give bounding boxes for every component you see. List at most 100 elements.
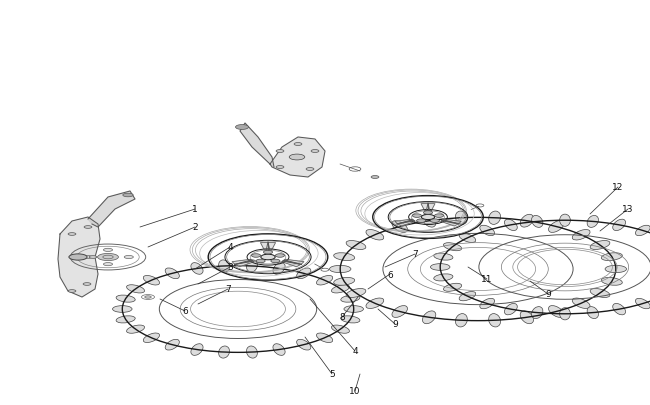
Polygon shape bbox=[270, 138, 325, 177]
Polygon shape bbox=[88, 192, 135, 228]
Text: 7: 7 bbox=[225, 285, 231, 294]
Ellipse shape bbox=[276, 166, 284, 169]
Ellipse shape bbox=[344, 306, 363, 313]
Ellipse shape bbox=[443, 243, 461, 251]
Text: 9: 9 bbox=[545, 290, 551, 299]
Text: 6: 6 bbox=[182, 307, 188, 316]
Ellipse shape bbox=[392, 306, 408, 318]
Ellipse shape bbox=[218, 260, 229, 272]
Ellipse shape bbox=[480, 298, 495, 309]
Text: 1: 1 bbox=[192, 205, 198, 214]
Polygon shape bbox=[395, 220, 415, 226]
Ellipse shape bbox=[434, 254, 453, 260]
Polygon shape bbox=[441, 220, 461, 226]
Ellipse shape bbox=[263, 251, 272, 254]
Ellipse shape bbox=[261, 255, 275, 260]
Text: 4: 4 bbox=[227, 243, 233, 252]
Ellipse shape bbox=[235, 125, 248, 130]
Ellipse shape bbox=[103, 263, 112, 266]
Ellipse shape bbox=[346, 289, 366, 298]
Ellipse shape bbox=[532, 307, 543, 319]
Text: 12: 12 bbox=[612, 183, 624, 192]
Polygon shape bbox=[282, 260, 304, 267]
Ellipse shape bbox=[459, 292, 476, 301]
Ellipse shape bbox=[332, 285, 350, 293]
Text: 4: 4 bbox=[352, 347, 358, 356]
Ellipse shape bbox=[98, 254, 118, 261]
Ellipse shape bbox=[143, 333, 159, 343]
Ellipse shape bbox=[89, 256, 97, 259]
Ellipse shape bbox=[590, 289, 610, 298]
Ellipse shape bbox=[532, 216, 543, 228]
Ellipse shape bbox=[143, 276, 159, 285]
Text: 9: 9 bbox=[392, 320, 398, 329]
Ellipse shape bbox=[480, 226, 495, 236]
Text: 6: 6 bbox=[387, 270, 393, 279]
Ellipse shape bbox=[289, 155, 305, 160]
Ellipse shape bbox=[346, 241, 366, 250]
Polygon shape bbox=[232, 260, 254, 267]
Ellipse shape bbox=[422, 215, 436, 228]
Ellipse shape bbox=[256, 260, 265, 263]
Ellipse shape bbox=[601, 253, 622, 261]
Text: 10: 10 bbox=[349, 386, 361, 396]
Ellipse shape bbox=[145, 296, 151, 298]
Ellipse shape bbox=[560, 308, 570, 320]
Ellipse shape bbox=[294, 143, 302, 146]
Ellipse shape bbox=[311, 150, 319, 153]
Ellipse shape bbox=[68, 233, 76, 236]
Ellipse shape bbox=[456, 211, 467, 225]
Text: 11: 11 bbox=[481, 275, 493, 284]
Ellipse shape bbox=[83, 256, 92, 259]
Ellipse shape bbox=[127, 325, 144, 333]
Ellipse shape bbox=[112, 306, 132, 313]
Ellipse shape bbox=[191, 263, 203, 275]
Ellipse shape bbox=[191, 344, 203, 356]
Ellipse shape bbox=[636, 298, 650, 309]
Polygon shape bbox=[261, 243, 276, 250]
Ellipse shape bbox=[116, 295, 135, 303]
Ellipse shape bbox=[341, 295, 360, 303]
Ellipse shape bbox=[296, 268, 311, 279]
Text: 13: 13 bbox=[622, 205, 634, 214]
Ellipse shape bbox=[165, 339, 179, 350]
Ellipse shape bbox=[68, 290, 76, 293]
Ellipse shape bbox=[123, 194, 133, 197]
Ellipse shape bbox=[252, 254, 261, 258]
Ellipse shape bbox=[84, 226, 92, 229]
Ellipse shape bbox=[422, 311, 436, 324]
Ellipse shape bbox=[421, 215, 435, 220]
Ellipse shape bbox=[489, 211, 500, 225]
Ellipse shape bbox=[116, 316, 135, 323]
Ellipse shape bbox=[430, 264, 450, 271]
Text: 7: 7 bbox=[412, 250, 418, 259]
Text: 8: 8 bbox=[339, 313, 345, 322]
Ellipse shape bbox=[605, 266, 627, 273]
Ellipse shape bbox=[434, 214, 443, 218]
Ellipse shape bbox=[371, 176, 379, 179]
Ellipse shape bbox=[560, 215, 570, 227]
Ellipse shape bbox=[587, 216, 599, 228]
Ellipse shape bbox=[341, 316, 360, 323]
Ellipse shape bbox=[520, 311, 534, 324]
Ellipse shape bbox=[430, 220, 439, 223]
Ellipse shape bbox=[273, 263, 285, 275]
Ellipse shape bbox=[417, 220, 426, 223]
Ellipse shape bbox=[590, 241, 610, 250]
Ellipse shape bbox=[636, 226, 650, 236]
Ellipse shape bbox=[601, 278, 622, 286]
Ellipse shape bbox=[271, 260, 280, 263]
Ellipse shape bbox=[366, 298, 384, 309]
Ellipse shape bbox=[127, 285, 144, 293]
Ellipse shape bbox=[489, 314, 500, 327]
Ellipse shape bbox=[296, 339, 311, 350]
Ellipse shape bbox=[520, 215, 534, 228]
Ellipse shape bbox=[317, 276, 333, 285]
Ellipse shape bbox=[434, 274, 453, 281]
Ellipse shape bbox=[317, 333, 333, 343]
Polygon shape bbox=[421, 204, 435, 211]
Polygon shape bbox=[58, 217, 100, 297]
Ellipse shape bbox=[613, 304, 625, 315]
Ellipse shape bbox=[366, 230, 384, 241]
Ellipse shape bbox=[124, 256, 133, 259]
